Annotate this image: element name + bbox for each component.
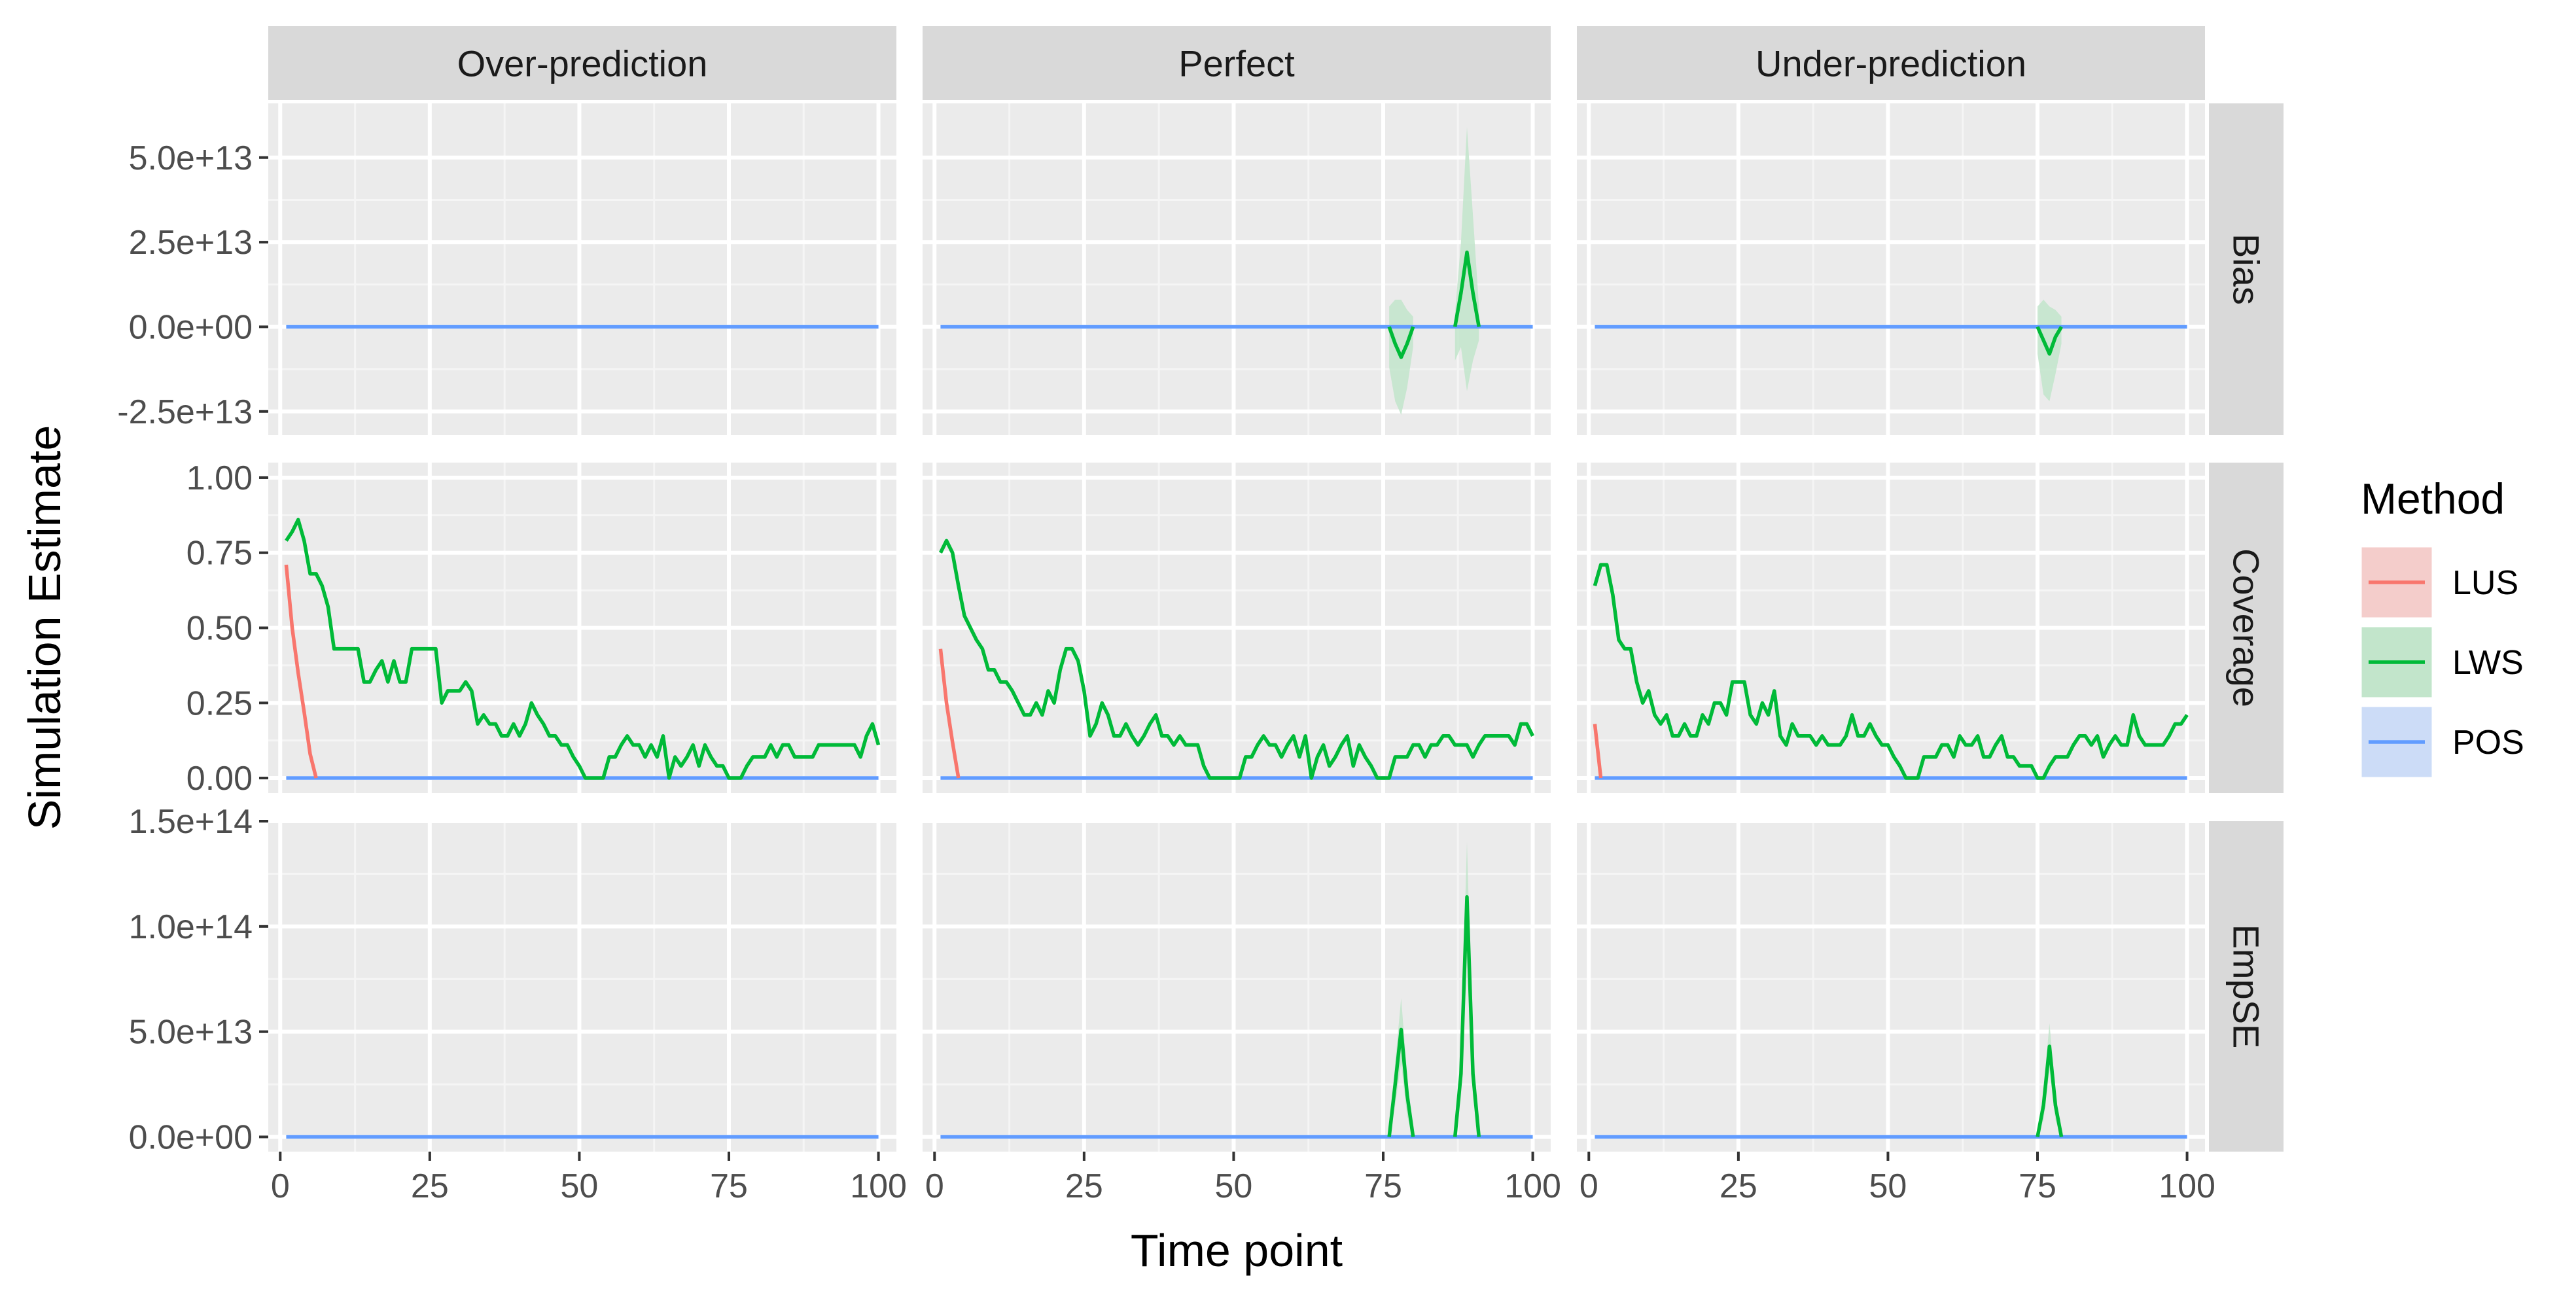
strip-label-bias: Bias xyxy=(2226,234,2267,305)
x-tick-label: 75 xyxy=(2019,1167,2056,1205)
strip-label-under-prediction: Under-prediction xyxy=(1756,43,2026,84)
x-tick-label: 50 xyxy=(561,1167,599,1205)
strip-coverage xyxy=(2209,463,2284,793)
x-axis-title: Time point xyxy=(1131,1225,1343,1276)
series-line-lus xyxy=(284,564,318,779)
series-line-lws xyxy=(1453,250,1481,327)
y-tick-label: 1.00 xyxy=(186,459,253,497)
y-tick-label: 1.5e+14 xyxy=(129,803,253,841)
legend-label-pos: POS xyxy=(2452,724,2524,762)
y-tick-label: 2.5e+13 xyxy=(129,224,253,262)
x-tick-label: 0 xyxy=(925,1167,944,1205)
x-tick-label: 0 xyxy=(1579,1167,1598,1205)
panel-over-prediction-bias xyxy=(268,103,896,435)
x-tick-label: 25 xyxy=(1065,1167,1103,1205)
strip-over-prediction xyxy=(268,26,896,100)
series-line-lws xyxy=(1387,326,1415,359)
series-line-lws xyxy=(1453,895,1481,1137)
x-tick-label: 0 xyxy=(271,1167,290,1205)
strip-label-empse: EmpSE xyxy=(2226,925,2267,1049)
y-tick-label: 0.25 xyxy=(186,684,253,722)
strip-label-perfect: Perfect xyxy=(1178,43,1295,84)
strip-empse xyxy=(2209,821,2284,1152)
x-tick-label: 25 xyxy=(1720,1167,1757,1205)
x-tick-label: 100 xyxy=(850,1167,907,1205)
y-tick-label: -2.5e+13 xyxy=(117,393,253,431)
series-line-lws xyxy=(285,518,881,780)
strip-bias xyxy=(2209,103,2284,435)
x-tick-label: 75 xyxy=(710,1167,748,1205)
x-tick-label: 100 xyxy=(1504,1167,1561,1205)
strip-label-over-prediction: Over-prediction xyxy=(457,43,708,84)
legend-label-lws: LWS xyxy=(2452,644,2524,682)
y-tick-label: 0.0e+00 xyxy=(129,308,253,346)
legend-label-lus: LUS xyxy=(2452,564,2518,602)
series-line-lws xyxy=(2036,1044,2064,1137)
y-tick-label: 5.0e+13 xyxy=(129,1014,253,1052)
y-tick-label: 0.00 xyxy=(186,760,253,798)
legend-title: Method xyxy=(2361,474,2505,523)
strip-under-prediction xyxy=(1577,26,2205,100)
panel-under-prediction-bias xyxy=(1577,103,2205,435)
series-line-lus xyxy=(938,648,961,779)
series-line-lus xyxy=(1593,724,1603,779)
series-line-lws xyxy=(1387,1027,1415,1137)
y-tick-label: 0.0e+00 xyxy=(129,1118,253,1156)
x-tick-label: 100 xyxy=(2159,1167,2215,1205)
series-line-lws xyxy=(2036,326,2063,356)
strip-perfect xyxy=(923,26,1551,100)
y-tick-label: 0.50 xyxy=(186,610,253,648)
panel-under-prediction-empse xyxy=(1577,821,2205,1152)
x-tick-label: 50 xyxy=(1215,1167,1253,1205)
panel-perfect-empse xyxy=(923,821,1551,1152)
y-axis-title: Simulation Estimate xyxy=(19,425,70,830)
x-tick-label: 25 xyxy=(411,1167,449,1205)
y-tick-label: 1.0e+14 xyxy=(129,908,253,946)
panel-over-prediction-empse xyxy=(268,821,896,1152)
series-line-lws xyxy=(938,539,1535,780)
y-tick-label: 5.0e+13 xyxy=(129,139,253,177)
x-tick-label: 75 xyxy=(1364,1167,1402,1205)
y-tick-label: 0.75 xyxy=(186,535,253,573)
series-line-lws xyxy=(1593,563,2189,780)
x-tick-label: 50 xyxy=(1869,1167,1907,1205)
strip-label-coverage: Coverage xyxy=(2226,548,2267,707)
panel-perfect-bias xyxy=(923,103,1551,435)
